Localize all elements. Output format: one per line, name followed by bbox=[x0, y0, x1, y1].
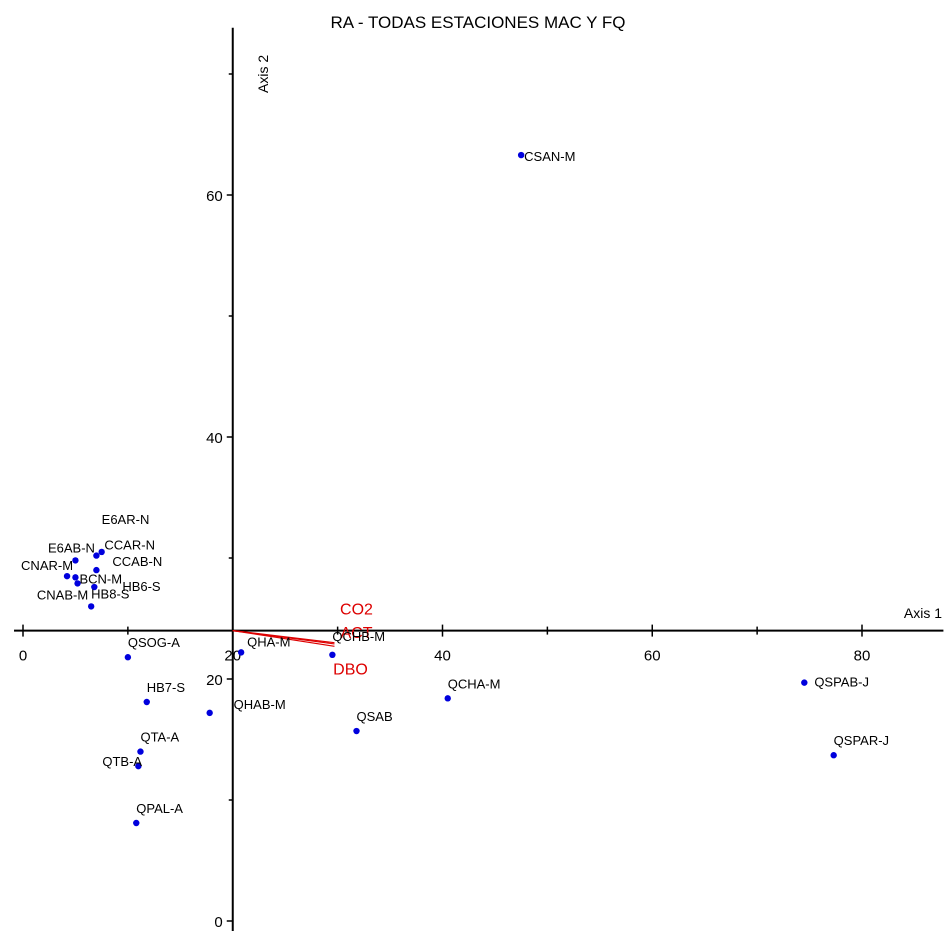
vector-label: ACT bbox=[340, 625, 372, 642]
point-label: CNAR-M bbox=[21, 558, 73, 573]
y-tick-label: 40 bbox=[206, 430, 223, 447]
data-point bbox=[830, 752, 837, 759]
data-point bbox=[444, 695, 451, 702]
point-label: HB6-S bbox=[122, 579, 161, 594]
point-label: QPAL-A bbox=[136, 801, 183, 816]
data-point bbox=[124, 654, 132, 661]
data-point bbox=[143, 698, 150, 706]
data-point bbox=[98, 548, 105, 556]
x-tick-label: 80 bbox=[854, 648, 871, 665]
point-label: E6AR-N bbox=[102, 512, 150, 527]
data-point bbox=[87, 603, 95, 610]
data-point bbox=[353, 727, 360, 735]
point-label: QTB-A bbox=[102, 754, 142, 769]
chart-title: RA - TODAS ESTACIONES MAC Y FQ bbox=[330, 13, 625, 32]
data-point bbox=[91, 583, 98, 591]
x-tick-label: 0 bbox=[19, 648, 27, 665]
point-label: CNAB-M bbox=[37, 587, 88, 602]
point-label: CSAN-M bbox=[524, 149, 575, 164]
x-axis-label: Axis 1 bbox=[904, 605, 942, 621]
x-tick-label: 40 bbox=[434, 648, 451, 665]
point-label: QSAB bbox=[357, 709, 393, 724]
data-point bbox=[93, 566, 100, 574]
point-label: QHA-M bbox=[247, 634, 290, 649]
data-point bbox=[237, 649, 245, 656]
vector-label: CO2 bbox=[340, 602, 373, 619]
data-point bbox=[329, 651, 336, 658]
axes: 0 20 40 60 80 0 20 40 60 bbox=[14, 27, 944, 931]
y-tick-label: 60 bbox=[206, 188, 223, 205]
point-label: HB7-S bbox=[147, 680, 186, 695]
data-point bbox=[517, 151, 525, 159]
y-tick-label: 20 bbox=[206, 672, 223, 689]
point-label: HB8-S bbox=[91, 586, 130, 601]
point-label: E6AB-N bbox=[48, 540, 95, 555]
data-point bbox=[206, 709, 213, 717]
vector-label: DBO bbox=[333, 661, 368, 678]
y-tick-label: 0 bbox=[214, 914, 222, 931]
vectors-layer: CO2 ACT DBO bbox=[232, 602, 373, 678]
point-label: QTA-A bbox=[140, 730, 179, 745]
point-label: QSOG-A bbox=[128, 635, 180, 650]
x-tick-label: 60 bbox=[644, 648, 661, 665]
x-tick-label: 20 bbox=[224, 648, 241, 665]
data-point bbox=[72, 557, 79, 564]
data-point bbox=[74, 580, 81, 587]
point-label: CCAB-N bbox=[112, 554, 162, 569]
point-label: BCN-M bbox=[79, 571, 122, 586]
point-label: QSPAR-J bbox=[834, 733, 889, 748]
point-label: QCHA-M bbox=[448, 676, 501, 691]
data-point bbox=[133, 819, 140, 827]
point-label: QCHB-M bbox=[332, 629, 385, 644]
data-point bbox=[72, 574, 79, 581]
data-point bbox=[137, 748, 144, 755]
data-point bbox=[801, 679, 808, 686]
data-point bbox=[93, 552, 100, 559]
vector-line bbox=[232, 630, 335, 647]
y-axis-label: Axis 2 bbox=[255, 55, 271, 93]
point-label: CCAR-N bbox=[104, 538, 155, 553]
point-label: QHAB-M bbox=[234, 697, 286, 712]
point-label: QSPAB-J bbox=[814, 675, 869, 690]
data-point bbox=[135, 762, 142, 770]
data-point bbox=[63, 572, 71, 580]
